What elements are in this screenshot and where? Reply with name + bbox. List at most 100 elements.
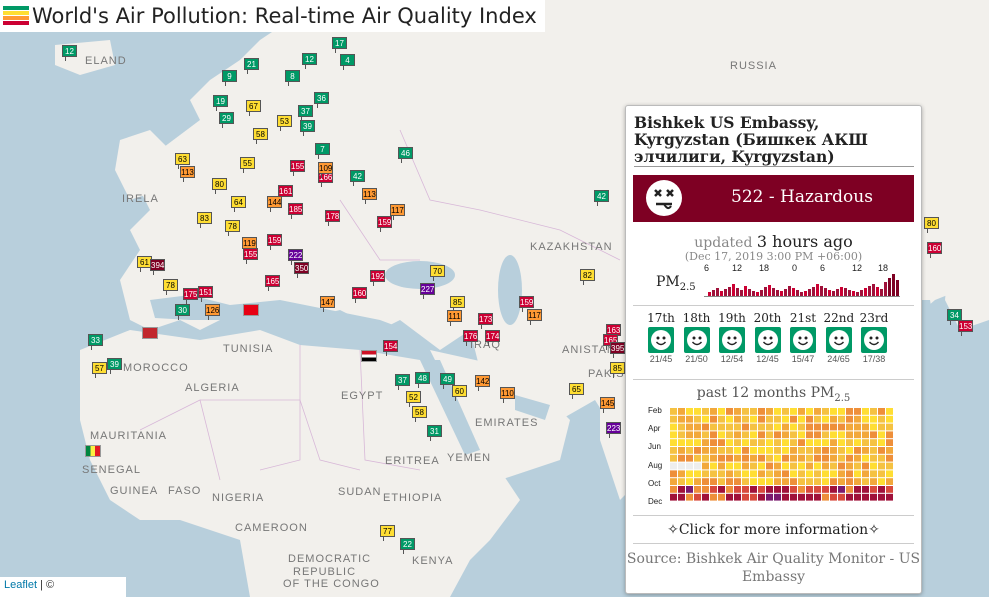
aqi-marker[interactable]: 12 bbox=[302, 53, 317, 69]
aqi-marker[interactable]: 155 bbox=[243, 248, 258, 264]
aqi-marker[interactable]: 30 bbox=[175, 304, 190, 320]
aqi-marker[interactable]: 49 bbox=[440, 373, 455, 389]
aqi-marker[interactable]: 9 bbox=[222, 70, 237, 86]
aqi-marker[interactable]: 80 bbox=[924, 217, 939, 233]
aqi-marker[interactable]: 4 bbox=[340, 54, 355, 70]
aqi-marker[interactable]: 173 bbox=[478, 313, 493, 329]
aqi-marker[interactable]: 80 bbox=[212, 178, 227, 194]
aqi-marker[interactable]: 60 bbox=[452, 385, 467, 401]
aqi-marker[interactable]: 159 bbox=[267, 234, 282, 250]
aqi-marker[interactable]: 178 bbox=[325, 210, 340, 226]
aqi-marker[interactable]: 113 bbox=[180, 166, 195, 182]
aqi-marker[interactable]: 19 bbox=[213, 95, 228, 111]
leaflet-link[interactable]: Leaflet bbox=[4, 579, 38, 591]
aqi-marker[interactable]: 222 bbox=[288, 249, 303, 265]
aqi-marker[interactable]: 153 bbox=[958, 320, 973, 336]
aqi-marker[interactable]: 147 bbox=[320, 296, 335, 312]
aqi-marker[interactable]: 111 bbox=[447, 310, 462, 326]
aqi-marker[interactable]: 58 bbox=[253, 128, 268, 144]
pm25-calendar-heatmap[interactable] bbox=[670, 408, 896, 504]
aqi-marker[interactable]: 78 bbox=[163, 279, 178, 295]
senegal-flag-marker[interactable] bbox=[85, 445, 101, 457]
aqi-marker[interactable]: 159 bbox=[519, 296, 534, 312]
aqi-marker[interactable]: 109 bbox=[318, 162, 333, 178]
aqi-marker[interactable]: 39 bbox=[300, 120, 315, 136]
aqi-marker[interactable]: 154 bbox=[383, 340, 398, 356]
forecast-day[interactable]: 19th 12/54 bbox=[717, 311, 747, 364]
aqi-marker[interactable]: 58 bbox=[412, 406, 427, 422]
forecast-day[interactable]: 18th 21/50 bbox=[682, 311, 712, 364]
aqi-marker[interactable]: 155 bbox=[290, 160, 305, 176]
aqi-marker[interactable]: 42 bbox=[350, 170, 365, 186]
aqi-marker[interactable]: 223 bbox=[606, 422, 621, 438]
station-popup[interactable]: Bishkek US Embassy, Kyrgyzstan (Бишкек А… bbox=[625, 105, 922, 594]
aqi-marker[interactable]: 77 bbox=[380, 525, 395, 541]
aqi-marker[interactable]: 185 bbox=[288, 203, 303, 219]
aqi-marker[interactable]: 46 bbox=[398, 147, 413, 163]
aqi-marker[interactable]: 64 bbox=[231, 196, 246, 212]
aqi-marker[interactable]: 39 bbox=[107, 358, 122, 374]
aqi-marker[interactable]: 55 bbox=[240, 157, 255, 173]
aqi-marker[interactable]: 145 bbox=[600, 397, 615, 413]
aqi-marker[interactable]: 31 bbox=[427, 425, 442, 441]
egypt-flag-marker[interactable] bbox=[361, 350, 377, 362]
aqi-marker[interactable]: 70 bbox=[430, 265, 445, 281]
forecast-day[interactable]: 20th 12/45 bbox=[753, 311, 783, 364]
aqi-marker[interactable]: 110 bbox=[500, 387, 515, 403]
aqi-marker[interactable]: 29 bbox=[219, 112, 234, 128]
aqi-marker[interactable]: 48 bbox=[415, 372, 430, 388]
aqi-marker[interactable]: 161 bbox=[278, 185, 293, 201]
aqi-marker[interactable]: 65 bbox=[569, 383, 584, 399]
aqi-marker[interactable]: 85 bbox=[450, 296, 465, 312]
aqi-marker[interactable]: 53 bbox=[277, 115, 292, 131]
aqi-marker[interactable]: 117 bbox=[390, 204, 405, 220]
forecast-day[interactable]: 17th 21/45 bbox=[646, 311, 676, 364]
aqi-marker[interactable]: 160 bbox=[352, 287, 367, 303]
aqi-marker[interactable]: 34 bbox=[947, 309, 962, 325]
aqi-marker[interactable]: 227 bbox=[420, 283, 435, 299]
aqi-marker[interactable]: 37 bbox=[298, 105, 313, 121]
aqi-marker[interactable]: 117 bbox=[527, 309, 542, 325]
aqi-marker[interactable]: 52 bbox=[406, 391, 421, 407]
aqi-marker[interactable]: 82 bbox=[580, 269, 595, 285]
aqi-marker[interactable]: 8 bbox=[285, 70, 300, 86]
more-info-link[interactable]: ✧Click for more information✧ bbox=[626, 522, 921, 538]
aqi-marker[interactable]: 22 bbox=[400, 538, 415, 554]
aqi-marker[interactable]: 176 bbox=[463, 330, 478, 346]
aqi-marker[interactable]: 17 bbox=[332, 37, 347, 53]
aqi-marker[interactable]: 42 bbox=[594, 190, 609, 206]
morocco-flag-marker[interactable] bbox=[142, 327, 158, 339]
aqi-marker[interactable]: 12 bbox=[62, 45, 77, 61]
aqi-marker[interactable]: 394 bbox=[150, 259, 165, 275]
aqi-marker[interactable]: 144 bbox=[267, 196, 282, 212]
aqi-marker[interactable]: 113 bbox=[362, 188, 377, 204]
aqi-marker[interactable]: 57 bbox=[92, 362, 107, 378]
aqi-marker[interactable]: 174 bbox=[485, 330, 500, 346]
aqi-marker[interactable]: 21 bbox=[244, 58, 259, 74]
pm25-sparkline[interactable] bbox=[704, 272, 900, 298]
aqi-marker[interactable]: 395 bbox=[610, 342, 625, 358]
aqi-marker[interactable]: 350 bbox=[294, 262, 309, 278]
aqi-marker[interactable]: 159 bbox=[377, 216, 392, 232]
tunisia-flag-marker[interactable] bbox=[243, 304, 259, 316]
aqi-marker[interactable]: 36 bbox=[314, 92, 329, 108]
aqi-marker[interactable]: 85 bbox=[610, 362, 625, 378]
aqi-marker[interactable]: 83 bbox=[197, 212, 212, 228]
aqi-marker[interactable]: 175 bbox=[183, 288, 198, 304]
aqi-marker[interactable]: 165 bbox=[265, 275, 280, 291]
aqi-marker[interactable]: 126 bbox=[205, 304, 220, 320]
aqi-marker[interactable]: 63 bbox=[175, 153, 190, 169]
aqi-marker[interactable]: 142 bbox=[475, 375, 490, 391]
aqi-marker[interactable]: 67 bbox=[246, 100, 261, 116]
aqi-marker[interactable]: 151 bbox=[198, 286, 213, 302]
aqi-marker[interactable]: 78 bbox=[225, 220, 240, 236]
aqi-marker[interactable]: 192 bbox=[370, 270, 385, 286]
aqi-marker[interactable]: 33 bbox=[88, 334, 103, 350]
aqi-marker[interactable]: 37 bbox=[395, 374, 410, 390]
forecast-day[interactable]: 22nd 24/65 bbox=[824, 311, 855, 364]
aqi-banner[interactable]: 522 - Hazardous bbox=[633, 175, 914, 222]
aqi-marker[interactable]: 7 bbox=[315, 143, 330, 159]
forecast-day[interactable]: 21st 15/47 bbox=[788, 311, 818, 364]
aqi-marker[interactable]: 160 bbox=[927, 242, 942, 258]
forecast-day[interactable]: 23rd 17/38 bbox=[859, 311, 889, 364]
